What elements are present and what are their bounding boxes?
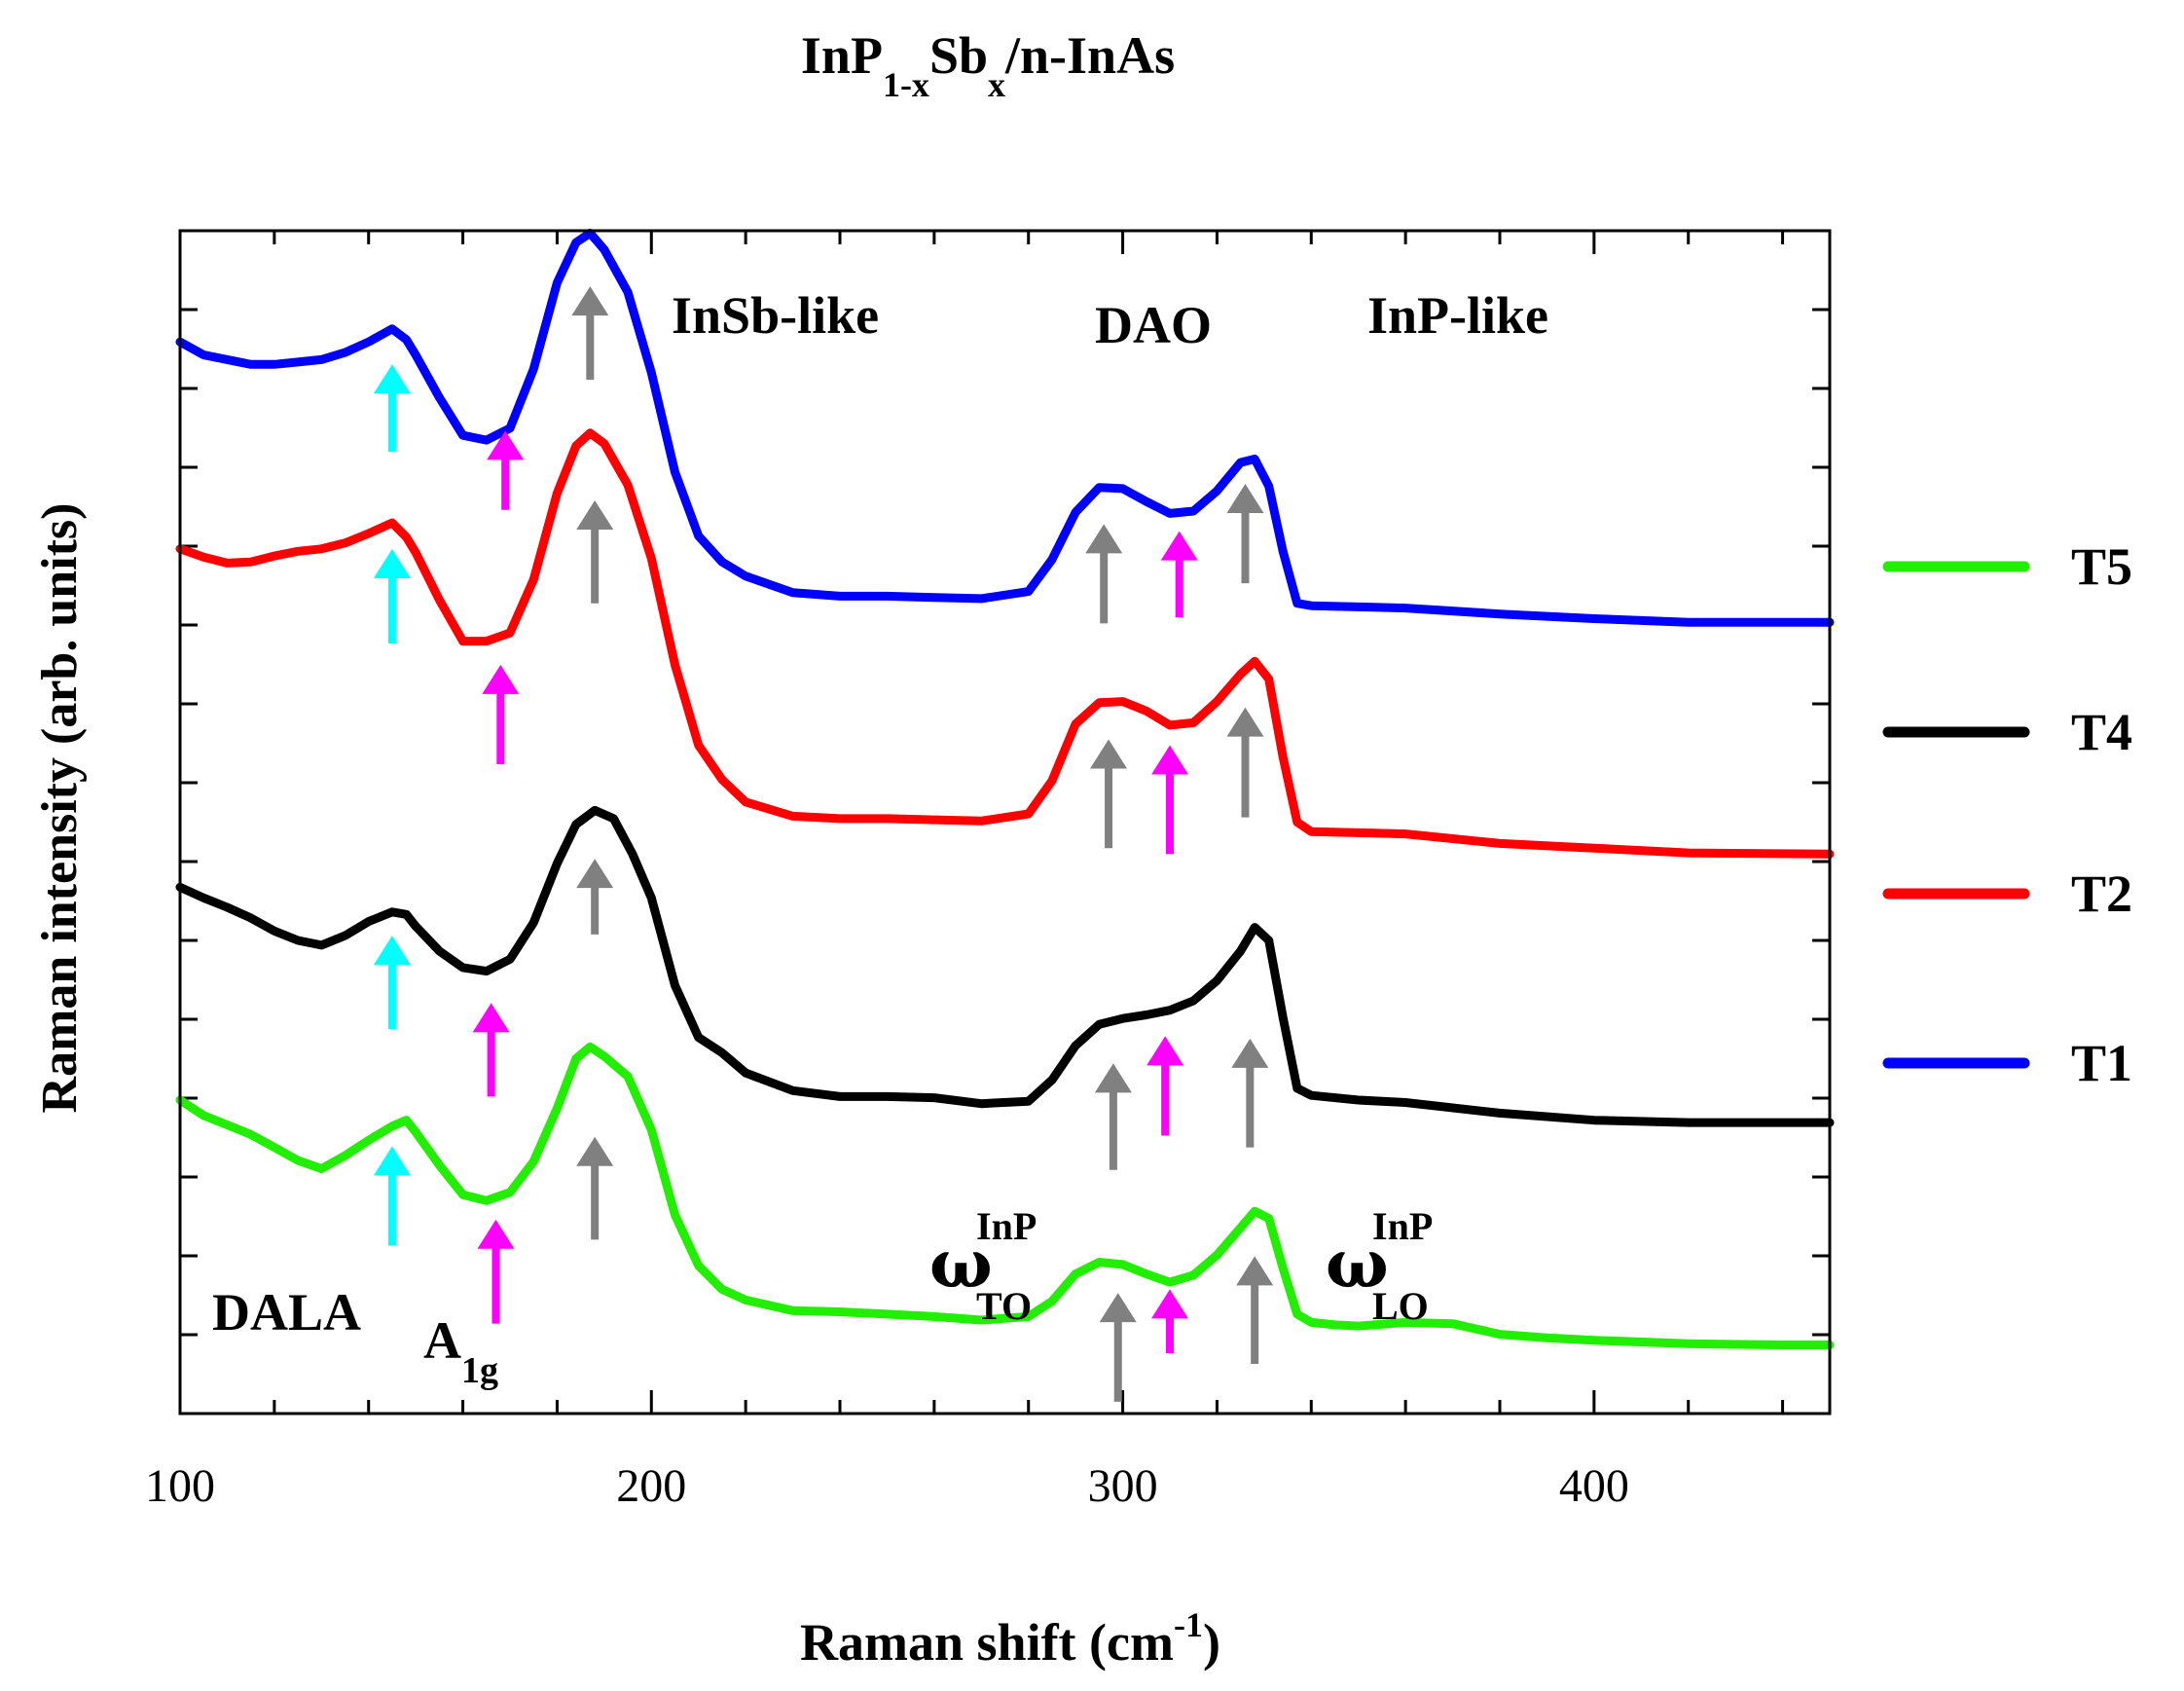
- series-line-t4: [175, 805, 1835, 1127]
- peak-arrow-t2: [1226, 707, 1264, 818]
- arrow-head: [571, 286, 609, 316]
- omega-lo-symbol: ω: [1326, 1226, 1389, 1304]
- peak-arrow-t2: [1151, 745, 1188, 855]
- omega-lo-sup: InP: [1372, 1204, 1433, 1248]
- peak-arrow-t2: [1090, 739, 1128, 849]
- arrow-head: [1099, 1293, 1137, 1323]
- arrow-head: [487, 430, 525, 460]
- legend-label-t5: T5: [2071, 537, 2132, 596]
- arrow-head: [373, 548, 411, 578]
- peak-arrow-t4: [1231, 1038, 1269, 1148]
- omega-lo-sub: LO: [1372, 1284, 1429, 1328]
- legend-label-t2: T2: [2071, 864, 2132, 923]
- peak-arrow-t4: [472, 1003, 510, 1097]
- series-line-t2: [175, 428, 1835, 859]
- arrow-head: [373, 936, 411, 966]
- peak-arrow-t5: [373, 1146, 411, 1246]
- x-tick-label: 400: [1559, 1460, 1629, 1512]
- peak-arrow-t5: [1151, 1289, 1188, 1354]
- arrow-head: [1090, 739, 1128, 769]
- arrow-head: [1226, 484, 1264, 514]
- arrow-head: [373, 364, 411, 394]
- arrow-head: [576, 859, 614, 889]
- arrow-head: [472, 1003, 510, 1033]
- peak-arrow-t5: [477, 1219, 515, 1324]
- arrow-head: [482, 664, 520, 694]
- plot-frame: [178, 229, 1832, 1415]
- peak-arrow-t4: [576, 859, 614, 935]
- arrow-head: [576, 1136, 614, 1166]
- peak-arrow-t2: [482, 664, 520, 764]
- peak-arrow-t1: [1160, 531, 1198, 618]
- annotation-insb-like: InSb-like: [672, 286, 879, 345]
- peak-arrow-t5: [1236, 1256, 1274, 1364]
- peak-arrow-t4: [1147, 1036, 1184, 1136]
- legend-label-t1: T1: [2071, 1034, 2132, 1092]
- x-axis-label: Raman shift (cm-1): [800, 1605, 1220, 1672]
- peak-arrow-t5: [1099, 1293, 1137, 1402]
- legend-label-t4: T4: [2071, 703, 2132, 761]
- annotation-omega-lo: ω InP LO: [1326, 1204, 1433, 1328]
- arrow-head: [1094, 1063, 1132, 1093]
- omega-to-sup: InP: [976, 1204, 1037, 1248]
- arrow-head: [1151, 745, 1188, 775]
- arrow-head: [477, 1219, 515, 1249]
- omega-to-sub: TO: [976, 1284, 1032, 1328]
- arrow-head: [576, 500, 614, 531]
- annotation-inp-like: InP-like: [1367, 286, 1548, 345]
- x-tick-label: 300: [1088, 1460, 1158, 1512]
- annotation-omega-to: ω InP TO: [929, 1204, 1037, 1328]
- peak-arrow-t5: [576, 1136, 614, 1240]
- peak-arrow-t2: [373, 548, 411, 644]
- arrow-head: [1147, 1036, 1184, 1066]
- arrow-head: [1151, 1289, 1188, 1319]
- arrow-head: [1236, 1256, 1274, 1286]
- peak-arrow-t1: [571, 286, 609, 381]
- series-line-t1: [175, 228, 1835, 627]
- x-tick-label: 200: [616, 1460, 686, 1512]
- arrow-head: [1160, 531, 1198, 561]
- arrow-head: [1231, 1038, 1269, 1068]
- arrow-head: [373, 1146, 411, 1176]
- arrow-head: [1226, 707, 1264, 737]
- peak-arrow-t1: [1085, 524, 1123, 624]
- peak-arrow-t4: [373, 936, 411, 1030]
- peak-arrow-t1: [373, 364, 411, 453]
- legend: T5 T4 T2 T1: [1882, 537, 2132, 1092]
- annotation-a1g: A1g: [423, 1311, 498, 1391]
- annotation-dala: DALA: [212, 1283, 361, 1342]
- peak-arrow-t1: [1226, 484, 1264, 584]
- y-axis-label: Raman intensity (arb. units): [32, 503, 88, 1114]
- arrow-head: [1085, 524, 1123, 554]
- peak-arrow-t2: [576, 500, 614, 604]
- omega-to-symbol: ω: [929, 1226, 993, 1304]
- chart-title: InP1-xSbx/n-InAs: [801, 26, 1175, 104]
- peak-arrow-t1: [487, 430, 525, 510]
- x-tick-label: 100: [145, 1460, 215, 1512]
- annotation-dao: DAO: [1095, 296, 1212, 354]
- series-line-t5: [175, 1042, 1835, 1349]
- peak-arrow-t4: [1094, 1063, 1132, 1170]
